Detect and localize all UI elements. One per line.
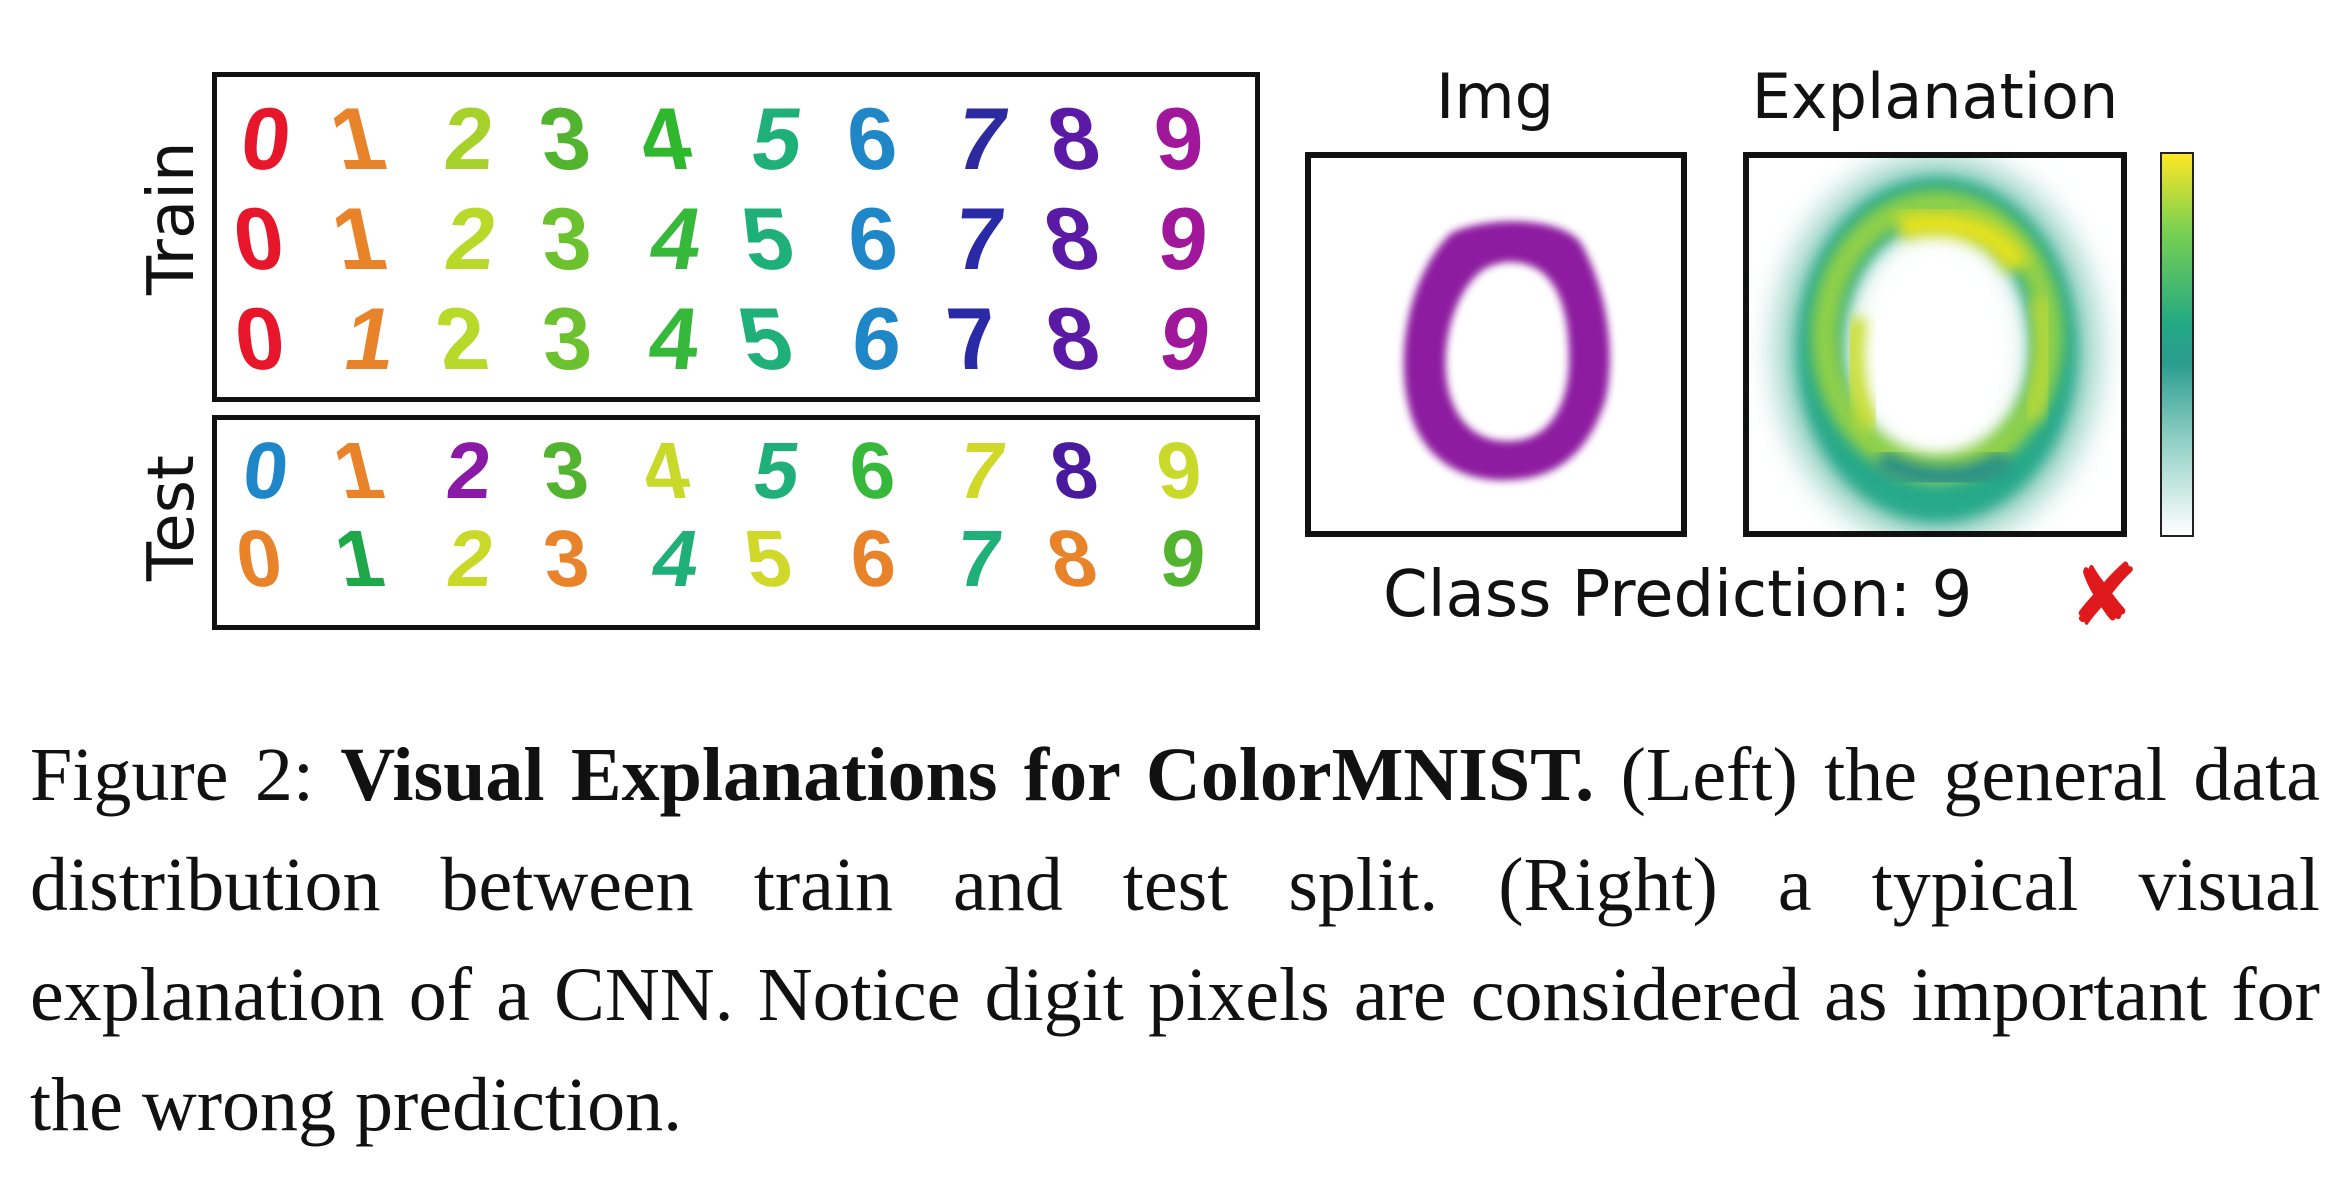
- class-prediction: Class Prediction: 9: [1383, 558, 1973, 632]
- train-digit-r1-5: 5: [746, 89, 809, 188]
- test-digits-grid: 0 1 2 3 4 5 6 7 8 9 0 1 2 3 4 5 6 7 8 9: [231, 425, 1209, 604]
- caption-title: Visual Explanations for ColorMNIST.: [340, 733, 1595, 817]
- test-digit-r1-6: 6: [845, 425, 899, 515]
- test-digit-r2-4: 4: [646, 515, 706, 604]
- train-digit-r2-9: 9: [1155, 189, 1211, 288]
- test-digit-r1-9: 9: [1154, 425, 1205, 515]
- test-digit-r2-9: 9: [1158, 513, 1209, 603]
- test-digit-r1-5: 5: [748, 426, 805, 516]
- train-digit-r1-3: 3: [533, 89, 596, 188]
- test-digit-r2-2: 2: [442, 514, 499, 604]
- train-digit-r1-9: 9: [1151, 89, 1207, 188]
- test-digit-r2-5: 5: [738, 515, 798, 604]
- train-digit-r3-7: 7: [941, 289, 1004, 388]
- train-digit-r3-9: 9: [1154, 289, 1217, 388]
- explanation-heatmap: [1743, 152, 2127, 537]
- train-digit-r2-6: 6: [845, 189, 901, 288]
- train-digit-r3-3: 3: [539, 289, 595, 388]
- wrong-prediction-icon: ✘: [2068, 546, 2141, 646]
- train-digit-r3-8: 8: [1038, 289, 1108, 388]
- caption-body: (Left) the general data distribution bet…: [30, 733, 2321, 1147]
- train-digit-r2-0: 0: [227, 189, 290, 288]
- train-digit-r3-6: 6: [849, 289, 905, 388]
- img-title: Img: [1435, 60, 1555, 133]
- test-digit-r2-1: 1: [328, 515, 391, 604]
- train-digit-r1-2: 2: [441, 89, 497, 188]
- train-digits-grid: 0 1 2 3 4 5 6 7 8 90 1 2 3 4 5 6 7 8 90 1 2 3 4 5 6 7 8 9: [227, 89, 1217, 388]
- train-digit-r2-5: 5: [735, 190, 801, 288]
- test-digit-r2-6: 6: [848, 513, 899, 603]
- explanation-title: Explanation: [1751, 60, 2119, 133]
- train-digit-r2-7: 7: [951, 189, 1010, 288]
- train-digit-r3-1: 1: [337, 290, 403, 388]
- test-row-label: Test: [135, 454, 209, 582]
- train-digit-r1-8: 8: [1041, 90, 1107, 188]
- train-digit-r3-4: 4: [645, 289, 704, 388]
- test-digit-r2-3: 3: [539, 513, 593, 603]
- test-digit-r1-8: 8: [1044, 427, 1104, 516]
- test-digit-r1-1: 1: [325, 426, 392, 516]
- test-digit-r1-2: 2: [444, 425, 495, 515]
- train-digit-r3-0: 0: [230, 289, 289, 388]
- figure-caption: Figure 2: Visual Explanations for ColorM…: [30, 720, 2320, 1160]
- train-digit-r3-2: 2: [429, 290, 495, 388]
- heatmap-ring: [1774, 158, 2100, 531]
- input-image: [1305, 152, 1687, 537]
- test-digit-r1-0: 0: [239, 425, 293, 515]
- test-digit-r1-4: 4: [634, 427, 697, 516]
- test-digit-r2-8: 8: [1039, 514, 1106, 604]
- test-digit-r1-7: 7: [952, 427, 1012, 516]
- train-digit-r1-6: 6: [842, 89, 901, 188]
- colorbar: [2160, 152, 2194, 537]
- test-digit-r1-3: 3: [537, 426, 594, 516]
- train-digit-r2-4: 4: [643, 190, 709, 288]
- train-digit-r1-1: 1: [321, 89, 395, 187]
- train-digit-r2-8: 8: [1035, 189, 1109, 287]
- test-digit-r2-0: 0: [231, 514, 288, 604]
- train-digit-r2-3: 3: [536, 189, 595, 288]
- test-digit-r2-7: 7: [953, 513, 1007, 603]
- train-digit-r2-1: 1: [324, 189, 394, 288]
- caption-label: Figure 2:: [30, 733, 314, 817]
- train-digit-r1-7: 7: [949, 90, 1015, 188]
- train-row-label: Train: [135, 141, 209, 295]
- train-digit-r1-4: 4: [630, 89, 700, 188]
- digit-zero-shape: [1403, 221, 1610, 481]
- train-digit-r3-5: 5: [729, 289, 803, 387]
- train-digit-r2-2: 2: [440, 189, 503, 288]
- train-digit-r1-0: 0: [237, 89, 296, 188]
